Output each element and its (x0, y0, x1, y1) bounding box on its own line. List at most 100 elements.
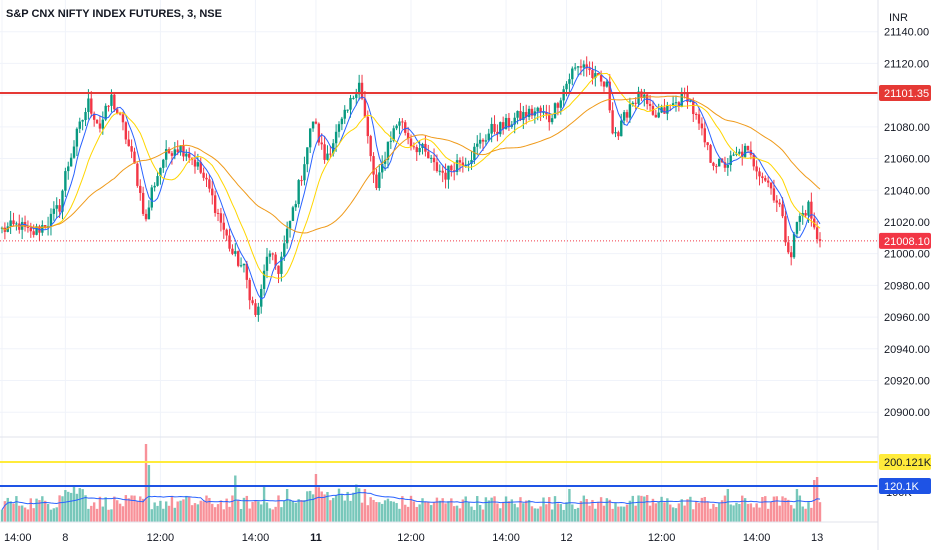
volume-bar (594, 508, 597, 522)
currency-label[interactable]: INR (889, 12, 908, 24)
candle-body (470, 159, 473, 164)
volume-bar (643, 496, 646, 522)
volume-bar (536, 508, 539, 522)
volume-bar (380, 503, 384, 522)
volume-bar (784, 497, 787, 522)
volume-bar (527, 499, 531, 522)
volume-bar (597, 501, 600, 522)
volume-bar (26, 509, 30, 522)
candle-body (398, 121, 401, 126)
candle-body (620, 120, 623, 137)
candle-body (484, 140, 488, 142)
candle-body (764, 178, 767, 181)
volume-bar (121, 506, 125, 522)
volume-bar (781, 496, 784, 522)
ma-slow-line (1, 95, 821, 234)
volume-bar (404, 504, 407, 522)
candle-body (205, 177, 208, 180)
volume-bar (222, 509, 225, 522)
time-tick-label: 12:00 (147, 532, 175, 544)
candle-body (427, 151, 430, 159)
volume-bar (562, 509, 565, 522)
volume-bar (694, 500, 698, 522)
candle-body (283, 243, 286, 257)
candle-body (334, 131, 338, 144)
candle-body (107, 105, 110, 107)
volume-bar (202, 501, 205, 522)
volume-bar (455, 505, 459, 522)
volume-bar (369, 497, 372, 522)
candle-body (501, 122, 505, 129)
candle-body (464, 164, 467, 166)
candle-body (571, 68, 574, 80)
candle-body (481, 139, 485, 142)
candle-body (84, 111, 87, 121)
volume-bar (576, 507, 580, 522)
candle-body (663, 107, 666, 114)
volume-bar (213, 507, 217, 522)
price-tick-label: 21040.00 (884, 185, 930, 197)
volume-bar (262, 486, 266, 522)
candle-body (435, 162, 439, 172)
volume-bar (130, 495, 133, 522)
volume-bar (386, 498, 390, 522)
candle-body (251, 300, 254, 304)
volume-bar (320, 491, 323, 522)
candle-body (58, 205, 61, 212)
horizontal-lines (0, 91, 878, 242)
price-axis[interactable]: 21140.0021120.0021100.0021080.0021060.00… (877, 0, 932, 550)
volume-bar (61, 496, 64, 522)
candle-body (193, 159, 197, 167)
candle-body (159, 167, 162, 177)
volume-bar (815, 477, 819, 522)
time-tick-label: 14:00 (743, 532, 771, 544)
candle-body (576, 66, 580, 68)
volume-bar (90, 505, 93, 522)
candle-body (285, 228, 289, 244)
candle-body (179, 145, 182, 153)
candle-body (441, 170, 444, 173)
volume-yellow-line-tag (879, 453, 931, 470)
volume-bar (792, 508, 796, 522)
volume-bar (715, 507, 718, 522)
time-axis[interactable]: 14:00 8 12:00 14:00 11 12:00 14:00 12 12:00 14:00… (0, 521, 878, 544)
volume-bar (265, 502, 269, 522)
volume-bar (686, 499, 689, 522)
time-tick-label: 14:00 (492, 532, 520, 544)
candle-body (9, 220, 12, 227)
volume-bar (614, 502, 617, 522)
volume-bar (326, 492, 329, 522)
candle-body (164, 149, 168, 160)
volume-bar (582, 495, 586, 522)
volume-bar (81, 489, 84, 522)
candle-body (741, 151, 744, 157)
volume-bar (548, 497, 551, 522)
candle-body (133, 151, 136, 164)
candle-body (225, 229, 228, 236)
candle-body (219, 213, 223, 223)
ma-medium-line (1, 72, 821, 279)
volume-bar (346, 491, 349, 522)
candle-body (455, 160, 459, 172)
resistance-price-tag (879, 84, 931, 101)
candle-body (513, 117, 516, 125)
candle-body (162, 159, 165, 168)
candle-body (418, 148, 421, 153)
volume-bar (41, 496, 44, 522)
candle-body (127, 139, 130, 147)
volume-yellow-line-label: 200.121K (884, 457, 932, 469)
time-tick-label: 12:00 (397, 532, 425, 544)
volume-moving-average (1, 491, 821, 510)
volume-bar (355, 484, 358, 522)
candle-body (257, 306, 260, 315)
time-tick-label: 12:00 (648, 532, 676, 544)
candle-body (392, 128, 395, 141)
candle-body (280, 256, 283, 274)
volume-bar (58, 495, 61, 522)
candle-body (314, 121, 318, 124)
volume-bar (764, 496, 767, 522)
volume-bar (297, 499, 300, 522)
price-tick-label: 20920.00 (884, 376, 930, 388)
volume-bar (507, 501, 511, 522)
